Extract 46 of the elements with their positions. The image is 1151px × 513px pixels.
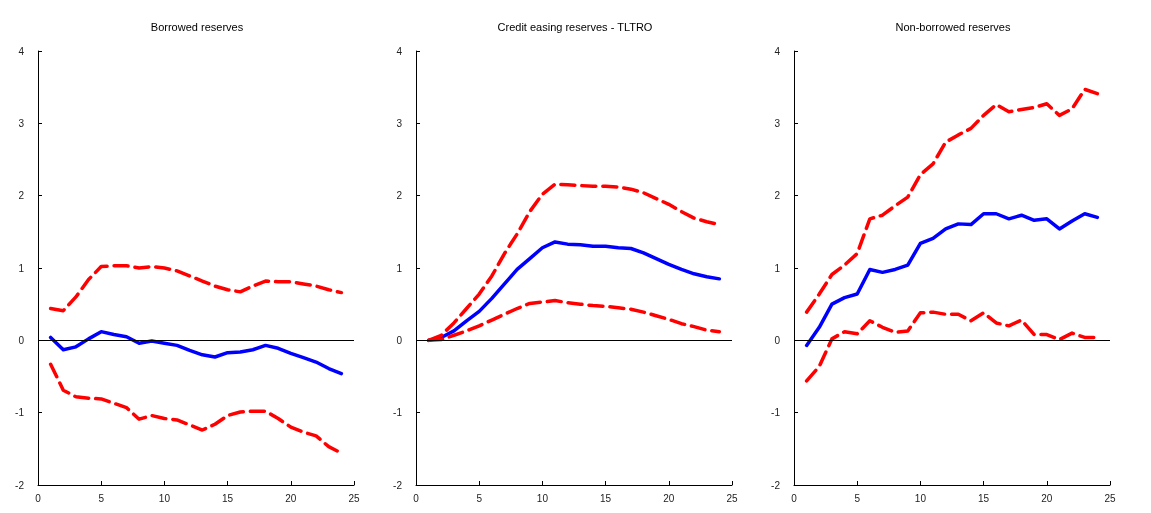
x-tick-label: 10 (536, 492, 549, 504)
y-tick-label: -1 (771, 407, 781, 419)
chart-title: Borrowed reserves (150, 20, 244, 33)
x-tick-label: 15 (978, 492, 990, 504)
y-tick-label: 0 (774, 334, 781, 346)
x-tick-label: 25 (348, 492, 360, 504)
line-series (804, 87, 1100, 314)
y-tick-label: 0 (396, 334, 403, 346)
x-tick-label: 5 (98, 492, 105, 504)
y-tick-label: 1 (18, 262, 25, 274)
y-tick-label: -2 (771, 479, 781, 491)
y-tick-label: 3 (396, 117, 403, 129)
y-tick-label: 1 (396, 262, 403, 274)
x-tick-label: 0 (35, 492, 42, 504)
y-tick-label: 2 (18, 190, 25, 202)
y-tick-label: 4 (18, 45, 25, 57)
y-tick-label: 0 (18, 334, 25, 346)
line-series (48, 329, 344, 376)
x-tick-label: 0 (791, 492, 798, 504)
y-tick-label: 2 (396, 190, 403, 202)
x-tick-label: 20 (663, 492, 675, 504)
y-tick-label: -1 (393, 407, 403, 419)
y-tick-label: -1 (15, 407, 25, 419)
x-tick-label: 10 (158, 492, 171, 504)
chart-title: Credit easing reserves - TLTRO (497, 20, 653, 33)
x-tick-label: 20 (1041, 492, 1053, 504)
y-tick-label: -2 (393, 479, 403, 491)
line-series (48, 264, 344, 313)
x-tick-label: 15 (222, 492, 234, 504)
line-series (804, 212, 1100, 348)
chart-title: Non-borrowed reserves (895, 20, 1011, 33)
x-tick-label: 5 (476, 492, 483, 504)
x-tick-label: 25 (726, 492, 738, 504)
y-tick-label: 1 (774, 262, 781, 274)
x-tick-label: 0 (413, 492, 420, 504)
y-tick-label: 2 (774, 190, 781, 202)
y-tick-label: 4 (774, 45, 781, 57)
x-tick-label: 25 (1104, 492, 1116, 504)
x-tick-label: 15 (600, 492, 612, 504)
y-tick-label: -2 (15, 479, 25, 491)
x-tick-label: 5 (854, 492, 861, 504)
x-tick-label: 20 (285, 492, 297, 504)
y-tick-label: 4 (396, 45, 403, 57)
y-tick-label: 3 (774, 117, 781, 129)
x-tick-label: 10 (914, 492, 927, 504)
y-tick-label: 3 (18, 117, 25, 129)
